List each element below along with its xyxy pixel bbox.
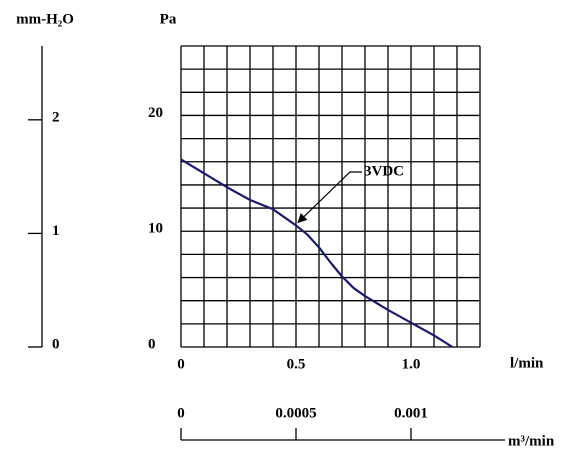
y2-tick-label: 2	[52, 109, 60, 125]
x2-label: m³/min	[508, 433, 555, 449]
y-label: Pa	[160, 11, 177, 27]
x-tick-label: 0	[177, 356, 185, 372]
x-tick-label: 0.5	[287, 356, 306, 372]
y-tick-label: 10	[148, 221, 163, 237]
x2-tick-label: 0	[177, 405, 185, 421]
x2-tick-label: 0.001	[394, 405, 428, 421]
x-label: l/min	[510, 355, 544, 371]
line	[180, 158, 453, 348]
y2-tick-label: 1	[52, 223, 60, 239]
y-tick-label: 0	[148, 336, 156, 352]
x2-tick-label: 0.0005	[275, 405, 316, 421]
y2-label: mm-H₂O	[16, 11, 74, 27]
x-tick-label: 1.0	[402, 356, 421, 372]
series-label: 3VDC	[364, 163, 404, 179]
annotation-arrow	[297, 171, 362, 224]
y2-tick-label: 0	[52, 336, 60, 352]
y-tick-label: 20	[148, 105, 163, 121]
